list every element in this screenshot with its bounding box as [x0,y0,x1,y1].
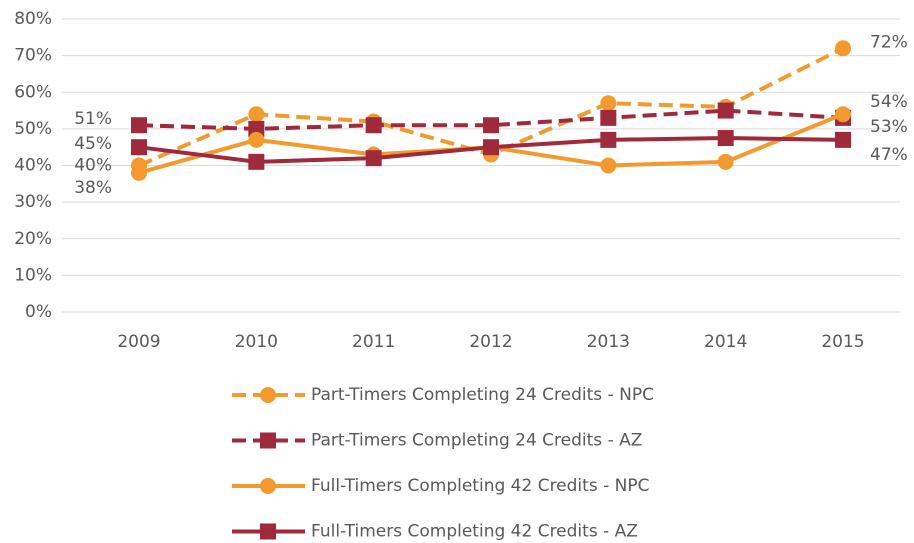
data-point [835,131,851,148]
data-point [717,153,734,170]
x-tick-label: 2010 [235,332,278,352]
y-tick-label: 70% [14,46,52,66]
legend-marker [260,387,276,403]
data-point [835,40,851,57]
data-label: 45% [74,134,112,154]
data-point [131,117,147,134]
data-label: 51% [74,109,112,129]
data-point [835,106,851,123]
x-tick-label: 2011 [352,332,395,352]
data-point [600,157,617,174]
data-point [717,102,734,119]
y-tick-label: 30% [14,192,52,212]
data-point [600,131,617,148]
x-tick-label: 2013 [587,332,630,352]
data-label: 54% [870,92,908,112]
data-label: 72% [870,32,908,52]
y-tick-label: 40% [14,156,52,176]
data-point [483,117,499,134]
data-point [131,164,147,181]
y-tick-label: 0% [25,302,52,322]
legend-label: Full-Timers Completing 42 Credits - AZ [311,522,638,542]
data-label: 38% [74,178,112,198]
data-point [248,131,265,148]
data-point [483,139,499,156]
legend-label: Part-Timers Completing 24 Credits - NPC [311,385,654,405]
data-point [600,109,617,126]
data-point [248,153,265,170]
data-label: 47% [870,145,908,165]
data-point [365,150,382,167]
data-point [248,106,265,123]
data-label: 53% [870,117,908,137]
x-tick-label: 2015 [821,332,864,352]
data-point [717,130,734,147]
legend-label: Part-Timers Completing 24 Credits - AZ [311,431,642,451]
legend-marker [260,432,276,449]
y-tick-label: 50% [14,119,52,139]
y-tick-label: 10% [14,265,52,285]
x-tick-label: 2014 [704,332,747,352]
legend-marker [260,478,276,494]
y-tick-label: 80% [14,9,52,29]
legend-label: Full-Timers Completing 42 Credits - NPC [311,476,649,496]
x-tick-label: 2012 [469,332,512,352]
data-label: 40% [74,156,112,176]
data-point [600,95,617,112]
y-tick-label: 60% [14,82,52,102]
y-tick-label: 20% [14,229,52,249]
legend-marker [260,523,276,540]
data-point [131,139,147,156]
data-point [248,120,265,137]
data-point [365,117,382,134]
x-tick-label: 2009 [117,332,160,352]
